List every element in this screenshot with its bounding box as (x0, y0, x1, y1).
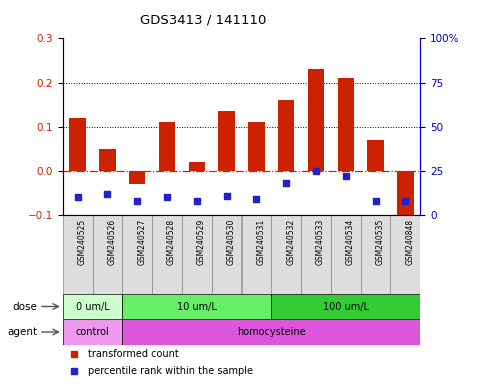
Bar (308, 70, 324, 171)
Text: control: control (76, 327, 110, 337)
Point (133, 198, 141, 204)
Bar (63, 294, 122, 319)
Bar (218, 111, 235, 171)
Text: GSM240534: GSM240534 (346, 219, 355, 265)
Text: dose: dose (13, 301, 38, 311)
Bar (271, 294, 420, 319)
Bar (361, 215, 390, 294)
Point (401, 198, 409, 204)
Bar (368, 140, 384, 171)
Point (163, 194, 171, 200)
Bar (129, 171, 145, 184)
Bar (301, 215, 331, 294)
Text: 0 um/L: 0 um/L (76, 301, 110, 311)
Text: GSM240529: GSM240529 (197, 219, 206, 265)
Text: GSM240530: GSM240530 (227, 219, 236, 265)
Text: GSM240528: GSM240528 (167, 219, 176, 265)
Bar (122, 319, 420, 345)
Text: GDS3413 / 141110: GDS3413 / 141110 (140, 14, 266, 27)
Bar (397, 171, 413, 215)
Text: percentile rank within the sample: percentile rank within the sample (88, 366, 253, 376)
Text: transformed count: transformed count (88, 349, 179, 359)
Bar (122, 294, 271, 319)
Point (253, 196, 260, 202)
Text: GSM240848: GSM240848 (405, 219, 414, 265)
Bar (93, 215, 122, 294)
Bar (390, 215, 420, 294)
Point (74, 194, 82, 200)
Point (312, 168, 320, 174)
Bar (152, 215, 182, 294)
Text: GSM240525: GSM240525 (78, 219, 86, 265)
Text: agent: agent (7, 327, 38, 337)
Bar (189, 162, 205, 171)
Text: homocysteine: homocysteine (237, 327, 306, 337)
Bar (63, 319, 122, 345)
Point (193, 198, 201, 204)
Bar (159, 122, 175, 171)
Text: GSM240532: GSM240532 (286, 219, 295, 265)
Bar (331, 215, 361, 294)
Bar (338, 78, 354, 171)
Text: GSM240526: GSM240526 (108, 219, 116, 265)
Bar (122, 215, 152, 294)
Bar (212, 215, 242, 294)
Bar (182, 215, 212, 294)
Bar (271, 215, 301, 294)
Bar (248, 122, 265, 171)
Point (372, 198, 380, 204)
Text: GSM240531: GSM240531 (256, 219, 265, 265)
Point (342, 173, 350, 179)
Text: 10 um/L: 10 um/L (177, 301, 217, 311)
Bar (63, 215, 93, 294)
Bar (278, 100, 294, 171)
Text: GSM240527: GSM240527 (137, 219, 146, 265)
Bar (242, 215, 271, 294)
Point (282, 180, 290, 186)
Point (223, 193, 230, 199)
Text: 100 um/L: 100 um/L (323, 301, 369, 311)
Text: GSM240533: GSM240533 (316, 219, 325, 265)
Text: GSM240535: GSM240535 (376, 219, 384, 265)
Point (104, 191, 112, 197)
Bar (70, 118, 86, 171)
Bar (99, 149, 115, 171)
